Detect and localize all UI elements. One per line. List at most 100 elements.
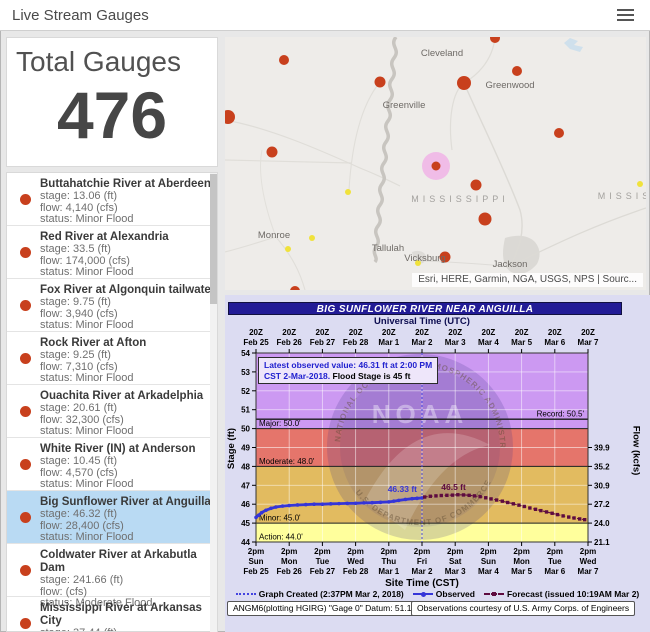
cst-tick-label: Feb 26	[277, 567, 303, 576]
gauge-name: Big Sunflower River at Anguilla	[40, 496, 211, 508]
infobox-line2-date: CST 2-Mar-2018.	[264, 370, 331, 381]
cst-tick-label: 2pm	[281, 547, 297, 556]
map-canvas[interactable]: Cleveland Greenville Greenwood Monroe Tallul…	[225, 37, 646, 290]
map-gauge-dot[interactable]	[457, 76, 471, 90]
list-item[interactable]: Mississippi River at Arkansas Citystage:…	[7, 597, 217, 631]
list-item[interactable]: Rock River at Afton stage: 9.25 (ft) flow:…	[7, 332, 217, 385]
map-gauge-dot[interactable]	[279, 55, 289, 65]
forecast-peak-value-label: 46.5 ft	[441, 482, 466, 492]
gauge-flow: flow: 32,300 (cfs)	[40, 413, 124, 426]
cst-tick-label: 2pm	[480, 547, 496, 556]
scrollbar-thumb[interactable]	[210, 174, 217, 304]
cst-tick-label: Fri	[417, 557, 427, 566]
gauge-name: Red River at Alexandria	[40, 231, 169, 243]
gauge-flow: flow: 28,400 (cfs)	[40, 519, 124, 532]
map-gauge-dot[interactable]	[554, 128, 564, 138]
gauge-stage: stage: 37.44 (ft)	[40, 627, 217, 631]
map-gauge-dot[interactable]	[512, 66, 522, 76]
flood-category-label: Major: 50.0'	[259, 419, 301, 428]
legend-item: Forecast (issued 10:19AM Mar 2)	[483, 589, 639, 599]
cst-tick-label: Mar 4	[478, 567, 499, 576]
gauge-stage: stage: 241.66 (ft)	[40, 574, 124, 586]
stage-tick-label: 50	[241, 425, 250, 434]
legend-label: Graph Created (2:37PM Mar 2, 2018)	[258, 589, 404, 599]
gauge-stage: stage: 33.5 (ft)	[40, 243, 111, 255]
gauge-stage: stage: 9.25 (ft)	[40, 349, 111, 361]
map-gauge-dot-yellow[interactable]	[637, 181, 643, 187]
gauge-status: status: Minor Flood	[40, 425, 134, 437]
cst-tick-label: Mar 1	[378, 567, 399, 576]
legend-swatch-obs-icon	[412, 592, 433, 597]
map-gauge-dot[interactable]	[490, 37, 500, 43]
map-gauge-dot[interactable]	[290, 286, 300, 290]
flow-tick-label: 21.1	[594, 538, 610, 547]
hamburger-menu-icon[interactable]	[617, 9, 634, 22]
list-item[interactable]: Fox River at Algonquin tailwater stage: 9…	[7, 279, 217, 332]
selected-gauge-dot[interactable]	[431, 161, 441, 171]
flood-category-label: Action: 44.0'	[259, 533, 303, 542]
list-item[interactable]: Ouachita River at Arkadelphia stage: 20.6…	[7, 385, 217, 438]
map-gauge-dot[interactable]	[439, 251, 451, 263]
page-title: Live Stream Gauges	[12, 7, 149, 24]
gauge-name: Coldwater River at Arkabutla Dam	[40, 549, 197, 574]
chart-title: BIG SUNFLOWER RIVER NEAR ANGUILLA	[228, 302, 622, 315]
cst-tick-label: 2pm	[447, 547, 463, 556]
list-item[interactable]: Big Sunflower River at Anguilla stage: 46…	[7, 491, 217, 544]
gauge-name: Buttahatchie River at Aberdeen	[40, 178, 211, 190]
map-state-label: MISSISS	[598, 191, 646, 201]
gauge-status: status: Minor Flood	[40, 213, 134, 225]
svg-text:NOAA: NOAA	[372, 399, 469, 429]
hydrograph-panel: BIG SUNFLOWER RIVER NEAR ANGUILLA Univer…	[225, 295, 650, 632]
gauge-status: status: Minor Flood	[40, 319, 134, 331]
list-item[interactable]: Red River at Alexandria stage: 33.5 (ft) f…	[7, 226, 217, 279]
gauge-flow: flow: 7,310 (cfs)	[40, 360, 118, 373]
utc-tick-date: Feb 25	[243, 338, 269, 347]
map-gauge-dot[interactable]	[374, 76, 386, 88]
list-item[interactable]: White River (IN) at Anderson stage: 10.45…	[7, 438, 217, 491]
legend-item: Graph Created (2:37PM Mar 2, 2018)	[235, 589, 404, 599]
map-gauge-dot-yellow[interactable]	[415, 260, 421, 266]
gauge-flow: flow: (cfs)	[40, 585, 88, 598]
cst-tick-label: Mar 5	[511, 567, 532, 576]
utc-tick-time: 20Z	[316, 328, 330, 337]
map-gauge-dot-yellow[interactable]	[345, 189, 351, 195]
cst-tick-label: Feb 27	[310, 567, 336, 576]
map-gauge-dot[interactable]	[478, 212, 492, 226]
cst-tick-label: Wed	[347, 557, 364, 566]
map[interactable]: Cleveland Greenville Greenwood Monroe Tallul…	[225, 37, 646, 290]
flow-tick-label: 30.9	[594, 481, 610, 490]
map-gauge-dot[interactable]	[225, 110, 235, 124]
utc-axis-title: Universal Time (UTC)	[374, 316, 470, 327]
flood-category-label: Moderate: 48.0'	[259, 457, 315, 466]
map-gauge-dot-yellow[interactable]	[309, 235, 315, 241]
utc-tick-date: Mar 5	[511, 338, 532, 347]
cst-tick-label: 2pm	[314, 547, 330, 556]
stage-axis-title: Stage (ft)	[226, 427, 238, 470]
utc-tick-date: Feb 28	[343, 338, 369, 347]
gauge-flow: flow: 4,140 (cfs)	[40, 201, 118, 214]
gauge-stage: stage: 20.61 (ft)	[40, 402, 118, 414]
flow-tick-label: 39.9	[594, 444, 610, 453]
gauge-list-scrollbar[interactable]	[210, 173, 217, 632]
map-city-label: Cleveland	[421, 48, 463, 59]
cst-tick-label: 2pm	[414, 547, 430, 556]
total-gauges-count: 476	[56, 78, 168, 152]
map-gauge-dot[interactable]	[266, 146, 278, 158]
list-item[interactable]: Coldwater River at Arkabutla Dam stage: 2…	[7, 544, 217, 609]
stage-tick-label: 49	[241, 444, 250, 453]
stage-tick-label: 54	[241, 349, 250, 358]
legend-item: Observed	[412, 589, 475, 599]
gauge-status-dot-icon	[20, 300, 31, 311]
map-city-label: Greenwood	[485, 80, 534, 91]
total-gauges-title: Total Gauges	[16, 46, 181, 77]
map-gauge-dot-yellow[interactable]	[285, 246, 291, 252]
stage-tick-label: 48	[241, 462, 250, 471]
utc-tick-date: Feb 27	[310, 338, 336, 347]
stage-tick-label: 45	[241, 519, 250, 528]
map-city-label: Jackson	[493, 259, 528, 270]
gauge-status-dot-icon	[20, 512, 31, 523]
flow-axis-title: Flow (kcfs)	[630, 425, 642, 476]
list-item[interactable]: Buttahatchie River at Aberdeen stage: 13.…	[7, 173, 217, 226]
utc-tick-date: Mar 1	[378, 338, 399, 347]
map-gauge-dot[interactable]	[470, 179, 482, 191]
